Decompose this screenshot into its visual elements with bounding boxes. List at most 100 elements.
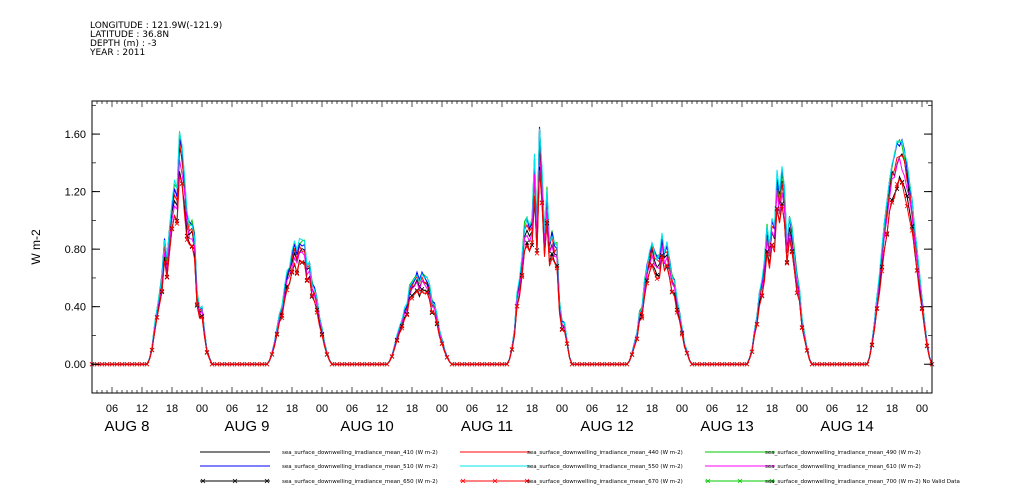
series-marker [134, 361, 140, 367]
series-marker [324, 351, 330, 357]
series-line-4 [92, 128, 933, 365]
latitude-label: LATITUDE : 36.8N [90, 30, 170, 40]
series-marker [259, 361, 265, 367]
legend-entry-2: sea_surface_downwelling_irradiance_mean_… [765, 450, 921, 456]
series-marker [789, 249, 795, 255]
series-marker [574, 361, 580, 367]
day-label: AUG 14 [820, 418, 873, 435]
series-marker [819, 361, 825, 367]
series-marker [544, 218, 550, 224]
series-marker [899, 180, 905, 186]
series-marker [249, 361, 255, 367]
series-marker [154, 315, 160, 320]
series-marker [549, 251, 555, 257]
series-marker [854, 361, 860, 367]
series-marker [594, 361, 600, 367]
x-tick-label: 00 [436, 403, 448, 415]
legend-entry-8: sea_surface_downwelling_irradiance_mean_… [765, 479, 960, 485]
x-tick-label: 12 [616, 403, 628, 415]
legend-entry-5: sea_surface_downwelling_irradiance_mean_… [765, 464, 921, 470]
series-marker [344, 361, 350, 367]
day-label: AUG 10 [340, 418, 393, 435]
series-lines [89, 126, 935, 367]
series-marker [599, 361, 605, 367]
series-marker [219, 361, 225, 367]
series-marker [559, 327, 565, 333]
series-marker [699, 361, 705, 367]
series-marker [774, 206, 780, 211]
series-marker [874, 306, 880, 311]
series-marker [424, 290, 430, 295]
series-marker [904, 203, 910, 209]
series-marker [239, 361, 245, 367]
series-marker [584, 361, 590, 367]
series-marker [184, 237, 190, 242]
series-marker [269, 351, 275, 357]
series-marker [649, 262, 655, 268]
series-marker [109, 361, 115, 367]
series-marker [719, 361, 725, 367]
series-marker [814, 361, 820, 367]
series-marker [639, 315, 645, 321]
series-marker [359, 361, 365, 367]
year-label: YEAR : 2011 [90, 48, 146, 58]
series-marker [104, 361, 110, 367]
series-marker [124, 361, 130, 367]
series-marker [739, 361, 745, 367]
series-marker [729, 361, 735, 367]
series-marker [274, 331, 280, 337]
x-tick-label: 18 [166, 403, 178, 415]
series-marker [824, 361, 830, 367]
series-marker [264, 361, 270, 367]
series-marker [119, 361, 125, 367]
series-marker [909, 228, 915, 233]
series-marker [144, 361, 150, 367]
series-line-2 [92, 126, 933, 365]
legend-entry-6: sea_surface_downwelling_irradiance_mean_… [282, 479, 438, 485]
axes: 06 12 18 00 06 12 18 00 06 12 18 00 06 12 18 00 06 12 18 00… [29, 100, 933, 435]
series-marker [849, 361, 855, 367]
legend: sea_surface_downwelling_irradiance_mean_… [200, 450, 960, 485]
series-marker [499, 361, 505, 367]
series-marker [254, 361, 260, 367]
series-marker [459, 361, 465, 367]
x-tick-label: 12 [736, 403, 748, 415]
series-marker [339, 361, 345, 367]
series-marker [349, 361, 355, 367]
series-marker [99, 361, 105, 367]
series-marker [304, 278, 310, 284]
series-marker [674, 310, 680, 315]
x-tick-label: 12 [136, 403, 148, 415]
series-marker [514, 303, 520, 309]
series-marker [919, 306, 925, 312]
x-tick-label: 18 [526, 403, 538, 415]
series-marker [394, 338, 400, 343]
series-marker [679, 332, 685, 337]
series-marker [404, 312, 410, 318]
series-marker [139, 361, 145, 367]
series-marker [604, 361, 610, 367]
legend-marker [232, 478, 238, 484]
series-line-3 [92, 126, 933, 365]
legend-marker [705, 478, 711, 484]
series-marker [129, 361, 135, 367]
x-tick-label: 18 [406, 403, 418, 415]
series-marker [924, 343, 930, 348]
x-tick-label: 00 [796, 403, 808, 415]
series-marker [199, 314, 205, 320]
series-marker [314, 310, 320, 315]
series-marker [409, 296, 415, 301]
x-tick-label: 18 [886, 403, 898, 415]
series-marker [399, 325, 405, 331]
series-marker [784, 261, 790, 266]
series-marker [804, 348, 810, 353]
series-marker [774, 206, 780, 212]
day-label: AUG 8 [104, 418, 149, 435]
legend-marker [492, 478, 498, 484]
x-tick-label: 00 [316, 403, 328, 415]
series-marker [779, 204, 785, 209]
series-marker [164, 275, 170, 280]
y-tick-label: 1.60 [65, 129, 86, 141]
series-marker [429, 309, 435, 315]
